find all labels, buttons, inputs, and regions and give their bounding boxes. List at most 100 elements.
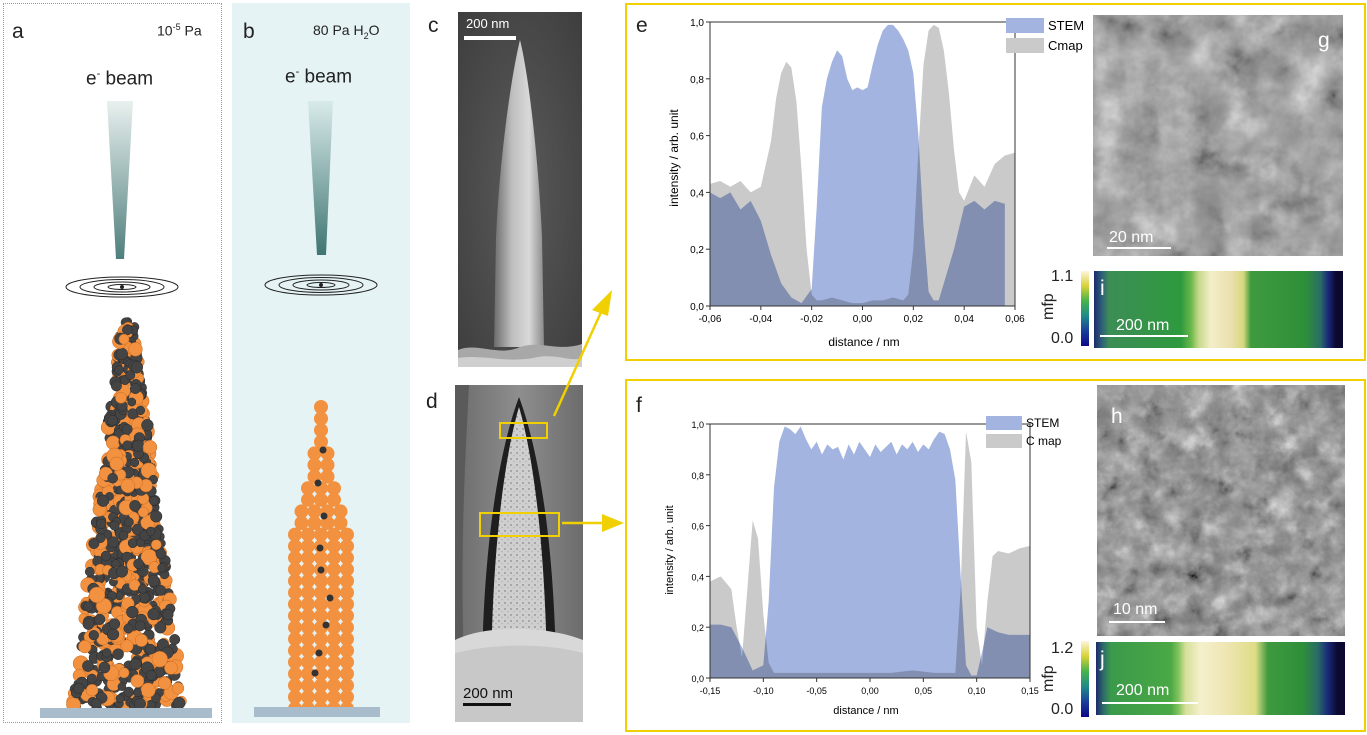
metal-sphere [314, 608, 328, 623]
carbon-sphere [319, 446, 327, 454]
metal-sphere [140, 682, 156, 698]
metal-sphere [340, 539, 354, 554]
carbon-sphere [107, 414, 118, 426]
panel-b-beam-label: e- beam [285, 66, 353, 88]
carbon-sphere [115, 694, 125, 704]
metal-sphere [78, 640, 92, 654]
metal-sphere [128, 342, 143, 357]
panel-f-label: f [636, 394, 642, 417]
substrate-b [254, 707, 380, 717]
metal-sphere [327, 608, 341, 623]
metal-sphere [301, 690, 315, 704]
chart-f-ytick-label: 0,0 [691, 674, 704, 684]
panel-a-frame [3, 3, 222, 723]
metal-sphere [314, 423, 328, 438]
chart-e-legend-swatch-stem [1006, 18, 1044, 33]
chart-e-ytick-label: 1,0 [690, 18, 704, 29]
metal-sphere [340, 585, 354, 600]
chart-e-xtick-label: 0,00 [853, 314, 873, 325]
panel-a-pressure: 10-5 Pa [157, 22, 202, 39]
metal-sphere [301, 562, 315, 577]
metal-sphere [333, 504, 348, 519]
carbon-sphere [149, 496, 159, 506]
metal-sphere [314, 492, 328, 507]
chart-e-xlabel: distance / nm [828, 335, 899, 349]
metal-sphere [327, 539, 341, 554]
chart-e-ylabel: intensity / arb. unit [667, 109, 681, 207]
chart-e-xtick-label: 0,02 [904, 314, 924, 325]
metal-sphere [340, 527, 354, 542]
carbon-sphere [155, 585, 167, 596]
metal-sphere [327, 690, 341, 704]
carbon-sphere [121, 423, 133, 435]
stem-core [490, 407, 548, 685]
carbon-sphere [147, 608, 160, 621]
metal-sphere [314, 655, 328, 670]
metal-sphere [314, 678, 328, 693]
chart-e: -0,06 -0,04 -0,02 0,00 0,02 0,04 0,06 0,0 0,2 0,4… [667, 18, 1084, 349]
metal-sphere [151, 539, 162, 550]
panel-c-label: c [428, 14, 439, 37]
carbon-sphere [315, 649, 323, 657]
chart-f-xtick-label: -0,05 [806, 686, 827, 696]
chart-e-ytick-label: 0,8 [690, 75, 704, 86]
panel-i-label: i [1100, 277, 1105, 300]
h-scalebar-label: 10 nm [1113, 601, 1158, 618]
chart-f-legend-swatch-stem [986, 416, 1022, 430]
j-scalebar-label: 200 nm [1116, 682, 1170, 699]
j-colorbar [1081, 641, 1089, 717]
chart-e-area-stem [710, 24, 1005, 307]
stem-scalebar-label: 200 nm [463, 685, 514, 702]
chart-f: -0,15 -0,10 -0,05 0,00 0,05 0,10 0,15 0,0 0,2 0,4… [664, 416, 1062, 717]
carbon-sphere [108, 618, 121, 630]
metal-sphere [130, 674, 145, 688]
carbon-sphere [129, 383, 141, 394]
j-cbar-label: mfp [1040, 665, 1057, 692]
metal-sphere [314, 585, 328, 600]
metal-sphere [327, 481, 341, 496]
metal-sphere [120, 478, 136, 494]
chart-f-xtick-label: 0,15 [1021, 686, 1039, 696]
carbon-sphere [112, 648, 124, 660]
panel-fhj-frame [625, 379, 1366, 732]
chart-e-plot [710, 24, 1015, 307]
panel-b-pressure: 80 Pa H2O [313, 22, 380, 41]
metal-sphere [327, 562, 341, 577]
sem-scalebar-label: 200 nm [466, 16, 510, 31]
h-scalebar [1109, 621, 1165, 623]
metal-sphere [301, 481, 315, 496]
chart-e-legend: STEM Cmap [1006, 18, 1084, 53]
carbon-sphere [86, 673, 97, 684]
carbon-sphere [133, 688, 142, 697]
chart-e-area-cmap [710, 24, 1015, 307]
carbon-sphere [129, 500, 141, 512]
carbon-sphere [129, 457, 140, 468]
metal-sphere [151, 651, 168, 668]
metal-sphere [301, 550, 315, 565]
carbon-sphere [316, 544, 324, 552]
carbon-sphere [145, 643, 156, 655]
metal-sphere [85, 684, 99, 697]
carbon-sphere [114, 365, 124, 375]
metal-sphere [288, 539, 302, 554]
metal-sphere [294, 516, 309, 530]
carbon-sphere [90, 698, 102, 709]
i-cbar-label: mfp [1040, 293, 1057, 320]
metal-sphere [314, 400, 328, 414]
chart-e-ytick-label: 0,6 [690, 132, 704, 143]
carbon-sphere [122, 440, 133, 451]
roi-box-top [499, 422, 548, 439]
metal-sphere [137, 506, 149, 518]
carbon-sphere [115, 565, 128, 578]
metal-sphere [333, 516, 348, 530]
metal-sphere [288, 608, 302, 623]
impact-rings-a [65, 276, 179, 298]
metal-sphere [115, 391, 127, 404]
metal-sphere [314, 411, 328, 426]
carbon-sphere [117, 682, 127, 691]
panel-j-label: j [1100, 648, 1105, 671]
carbon-sphere [134, 697, 146, 710]
metal-sphere [307, 516, 322, 530]
carbon-sphere [145, 669, 157, 681]
metal-sphere [288, 666, 302, 681]
